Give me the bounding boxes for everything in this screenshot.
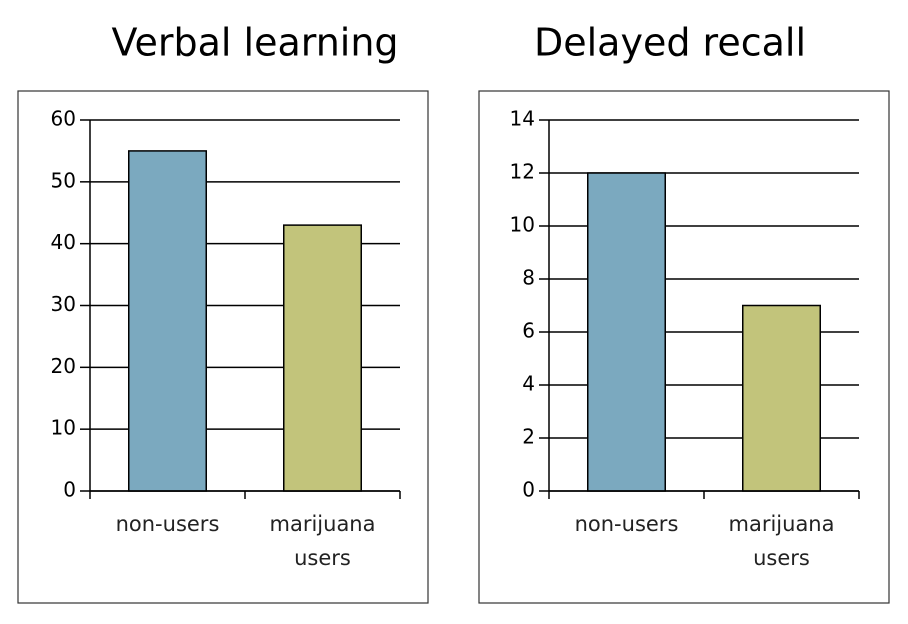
chart-title: Verbal learning: [111, 21, 398, 65]
chart-frame: [478, 90, 890, 604]
bar: [283, 224, 362, 492]
chart-frame: [17, 90, 429, 604]
y-tick-label: 60: [51, 107, 76, 131]
x-tick-label: marijuana users: [269, 512, 376, 570]
y-tick-label: 6: [522, 319, 535, 343]
y-tick-label: 8: [522, 266, 535, 290]
y-tick-label: 20: [51, 354, 76, 378]
x-tick-label: marijuana users: [728, 512, 835, 570]
y-tick-label: 4: [522, 372, 535, 396]
x-tick-label: non-users: [574, 512, 679, 536]
y-tick-label: 2: [522, 425, 535, 449]
chart-title: Delayed recall: [534, 21, 806, 65]
y-tick-label: 0: [63, 478, 76, 502]
y-tick-label: 30: [51, 292, 76, 316]
y-tick-label: 0: [522, 478, 535, 502]
bar: [742, 304, 821, 492]
y-tick-label: 12: [510, 160, 535, 184]
x-tick-label: non-users: [115, 512, 220, 536]
y-tick-label: 10: [510, 213, 535, 237]
bar: [587, 172, 666, 492]
y-tick-label: 40: [51, 230, 76, 254]
y-tick-label: 10: [51, 416, 76, 440]
bar: [128, 150, 207, 492]
y-tick-label: 14: [510, 107, 535, 131]
y-tick-label: 50: [51, 168, 76, 192]
